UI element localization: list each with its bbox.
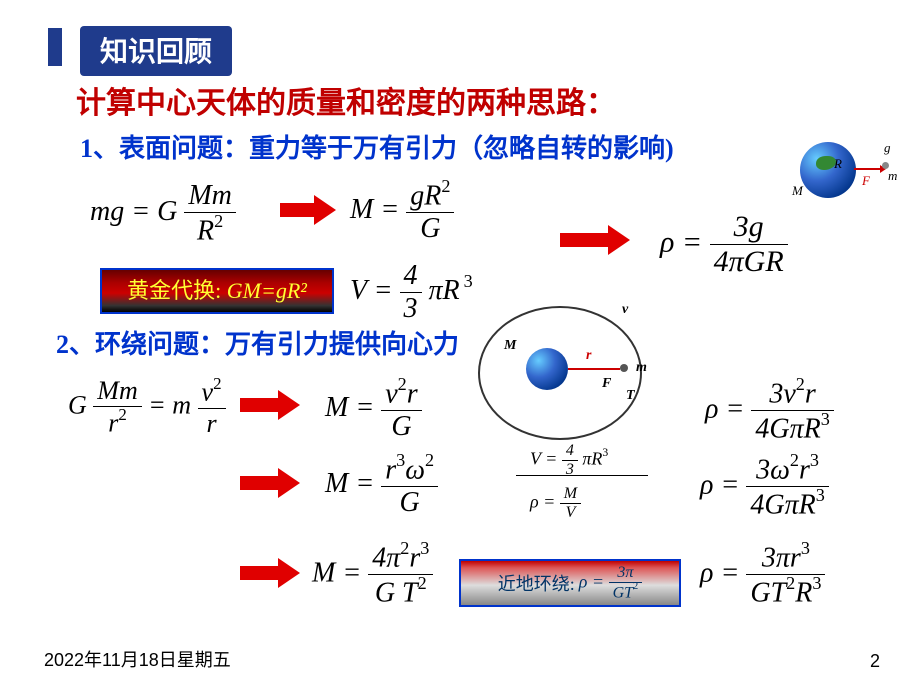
footer-date: 2022年11月18日星期五 xyxy=(44,646,231,672)
section2-heading: 2、环绕问题：万有引力提供向心力 xyxy=(56,324,459,361)
eq-gravity-centripetal: G Mmr2 = m v2r xyxy=(68,376,226,439)
eq-V1: V = 43 πR3 xyxy=(350,260,473,325)
arrow-icon xyxy=(280,195,336,225)
header-accent-bar xyxy=(48,28,62,66)
arrow-icon xyxy=(240,558,300,588)
eq-rho1: ρ = 3g4πGR xyxy=(660,210,788,279)
orbit-diagram: M r v m F T xyxy=(468,296,668,446)
eq-mg: mg = G MmR2 xyxy=(90,180,236,247)
arrow-icon xyxy=(240,468,300,498)
earth-surface-diagram: M R g F m xyxy=(790,128,900,218)
golden-substitution-box: 黄金代换: GM=gR² xyxy=(100,268,334,314)
page-number: 2 xyxy=(870,651,880,672)
eq-rho-period: ρ = 3πr3GT2R3 xyxy=(700,540,825,610)
arrow-icon xyxy=(560,225,630,255)
eq-M-omega: M = r3ω2G xyxy=(325,452,438,519)
eq-V-small: V = 43 πR3 xyxy=(530,442,608,479)
eq-M-period: M = 4π2r3G T2 xyxy=(312,540,433,610)
eq-rho-v: ρ = 3v2r4GπR3 xyxy=(705,376,834,446)
division-line xyxy=(516,475,648,476)
section1-heading: 1、表面问题：重力等于万有引力（忽略自转的影响) xyxy=(80,128,674,165)
page-title: 计算中心天体的质量和密度的两种思路： xyxy=(76,78,616,122)
eq-M-v: M = v2rG xyxy=(325,376,422,443)
eq-M1: M = gR2G xyxy=(350,178,454,245)
eq-rho-small: ρ = MV xyxy=(530,485,581,522)
near-earth-orbit-box: 近地环绕: ρ = 3πGT2 xyxy=(459,559,681,607)
header-badge: 知识回顾 xyxy=(80,26,232,76)
arrow-icon xyxy=(240,390,300,420)
eq-rho-omega: ρ = 3ω2r34GπR3 xyxy=(700,452,829,522)
